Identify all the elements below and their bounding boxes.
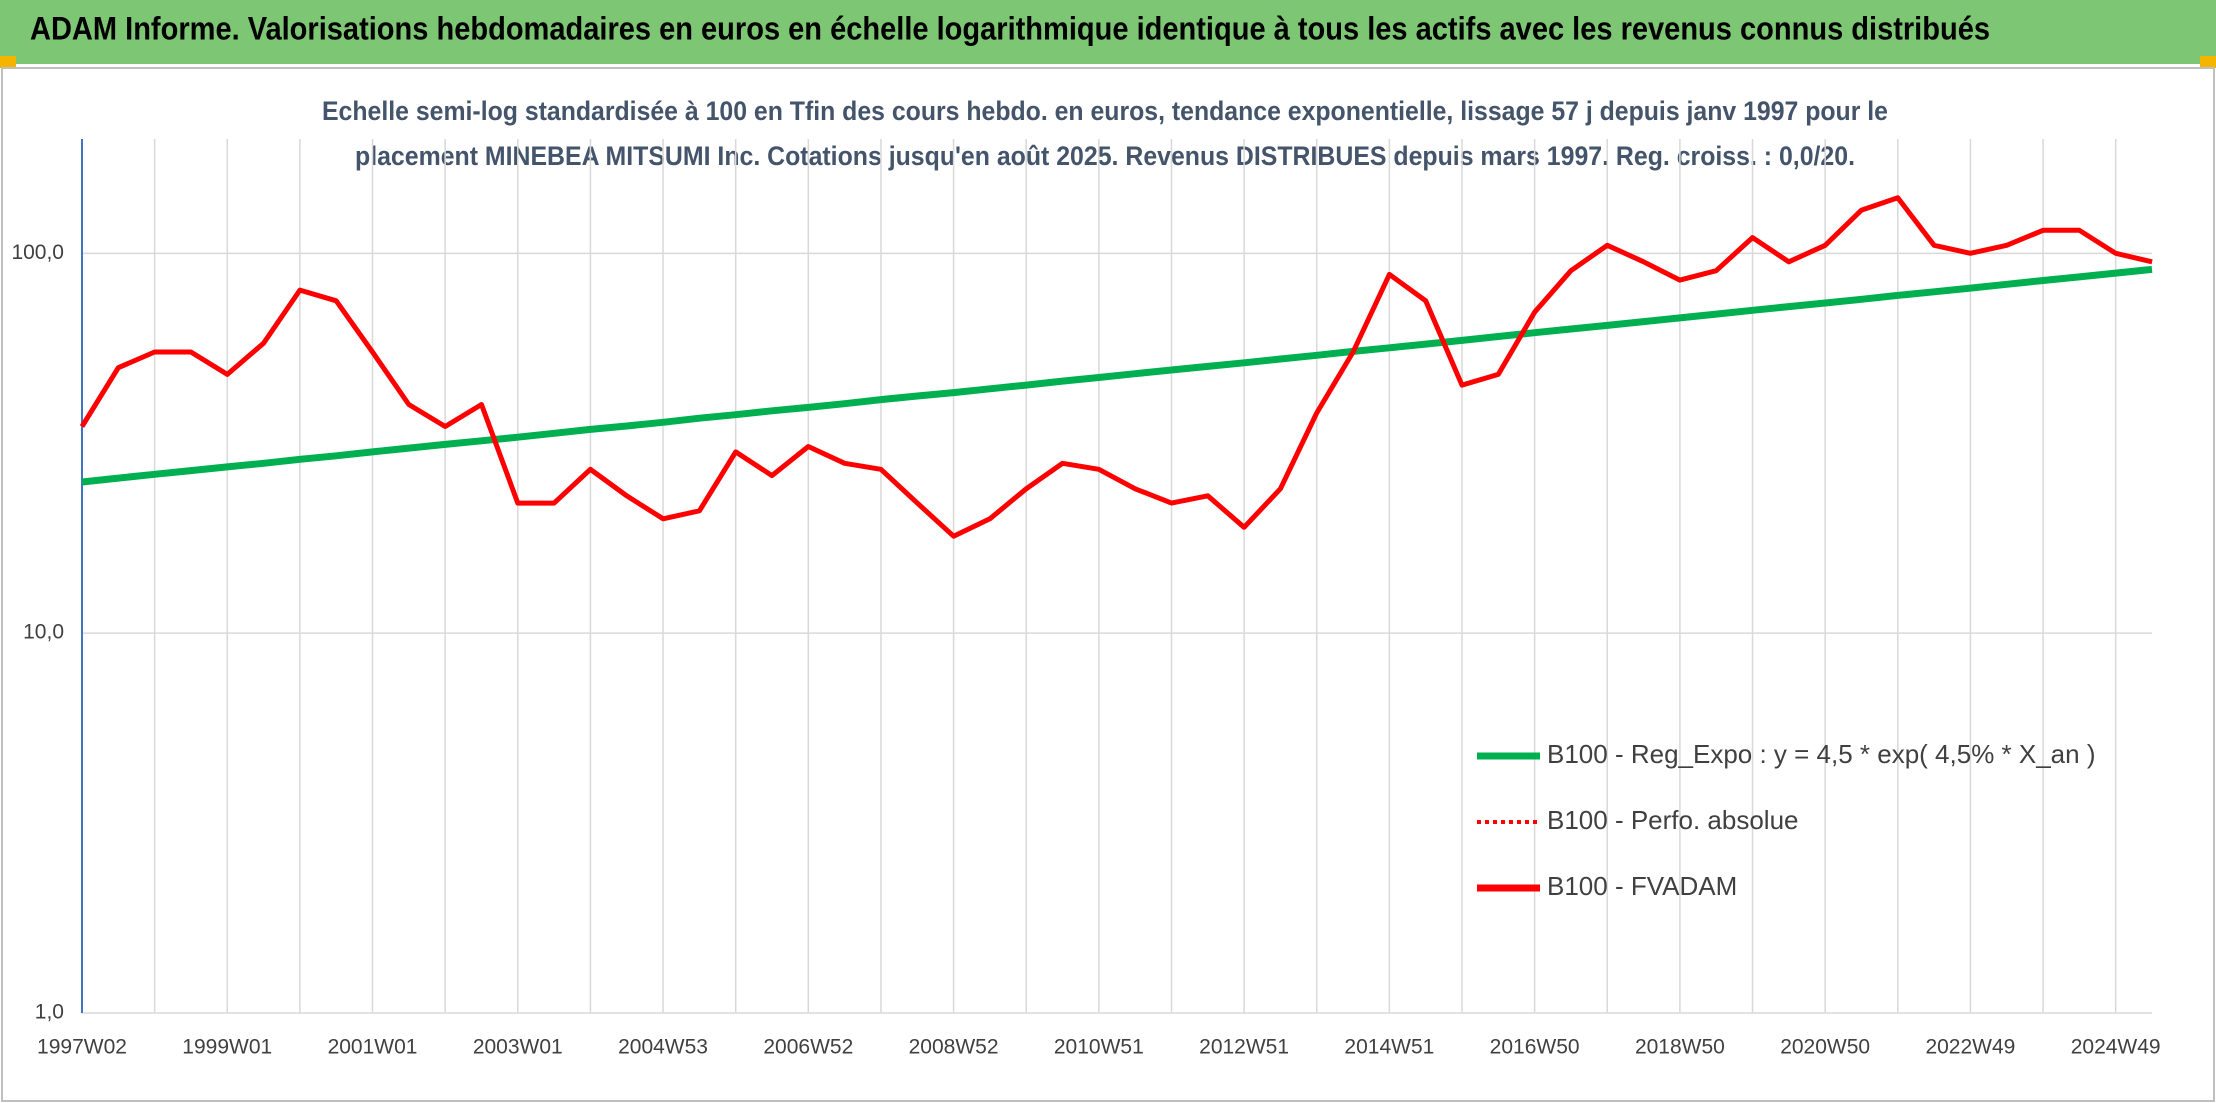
x-tick-label: 2022W49 <box>1925 1036 2015 1059</box>
chart-title: ADAM Informe. Valorisations hebdomadaire… <box>30 10 1990 46</box>
y-tick-label: 1,0 <box>35 1001 64 1024</box>
legend-label: B100 - FVADAM <box>1547 871 1737 901</box>
x-tick-label: 2016W50 <box>1490 1036 1580 1059</box>
y-tick-label: 10,0 <box>23 621 64 644</box>
series-line <box>79 195 2153 539</box>
x-tick-label: 2024W49 <box>2071 1036 2161 1059</box>
x-tick-label: 2020W50 <box>1780 1036 1870 1059</box>
x-tick-label: 2004W53 <box>618 1036 708 1059</box>
chart-subtitle: placement MINEBEA MITSUMI Inc. Cotations… <box>355 141 1855 171</box>
x-tick-label: 2001W01 <box>328 1036 418 1059</box>
chart-subtitle: Echelle semi-log standardisée à 100 en T… <box>322 96 1888 126</box>
x-tick-label: 2006W52 <box>763 1036 853 1059</box>
x-tick-label: 2010W51 <box>1054 1036 1144 1059</box>
chart-frame <box>1 67 2215 1102</box>
header-band <box>0 0 2216 64</box>
x-tick-label: 1999W01 <box>182 1036 272 1059</box>
x-tick-label: 2012W51 <box>1199 1036 1289 1059</box>
corner-mark <box>2200 56 2216 68</box>
corner-mark <box>0 56 16 68</box>
y-tick-label: 100,0 <box>11 241 64 264</box>
x-tick-label: 2014W51 <box>1344 1036 1434 1059</box>
x-tick-label: 2008W52 <box>909 1036 999 1059</box>
x-tick-label: 2018W50 <box>1635 1036 1725 1059</box>
x-tick-label: 1997W02 <box>37 1036 127 1059</box>
x-tick-label: 2003W01 <box>473 1036 563 1059</box>
legend-label: B100 - Reg_Expo : y = 4,5 * exp( 4,5% * … <box>1547 739 2096 769</box>
legend-label: B100 - Perfo. absolue <box>1547 805 1799 835</box>
series-line <box>81 265 2153 486</box>
